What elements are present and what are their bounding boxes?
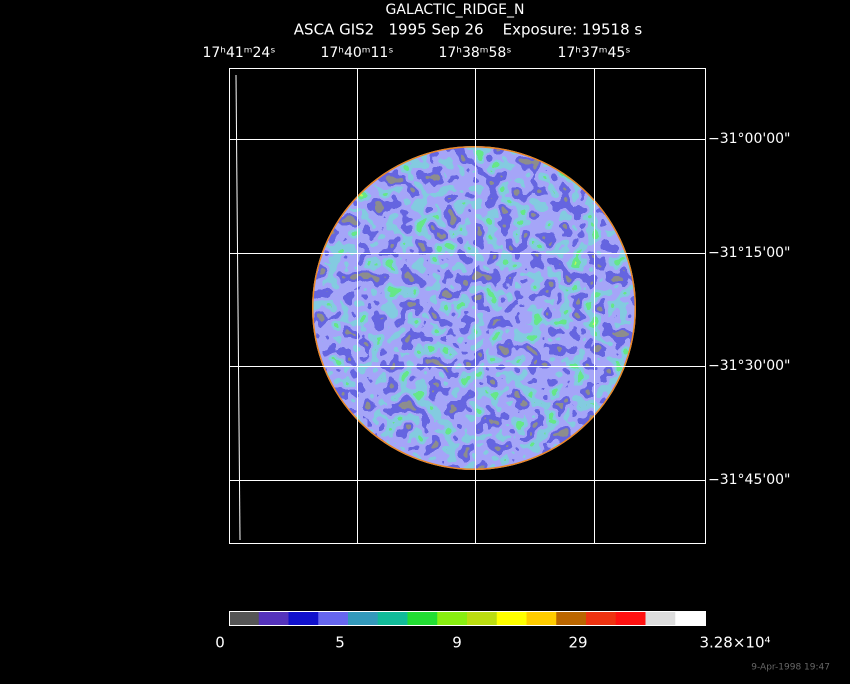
colorbar-swatch [496, 611, 527, 625]
colorbar-swatch [258, 611, 289, 625]
dec-label: −31°15'00" [708, 245, 790, 261]
title: GALACTIC_RIDGE_N [386, 2, 525, 18]
ra-label: 17ʰ41ᵐ24ˢ [202, 45, 275, 61]
colorbar-label: 29 [568, 634, 587, 652]
xray-image [312, 146, 636, 470]
colorbar-swatch [377, 611, 408, 625]
dec-label: −31°30'00" [708, 358, 790, 374]
colorbar-label: 5 [335, 634, 345, 652]
colorbar-label: 9 [452, 634, 462, 652]
colorbar-swatch [526, 611, 557, 625]
colorbar-swatch [556, 611, 587, 625]
colorbar-swatch [586, 611, 617, 625]
ra-label: 17ʰ37ᵐ45ˢ [557, 45, 630, 61]
colorbar-label: 0 [215, 634, 225, 652]
colorbar-swatch [675, 611, 706, 625]
ra-label: 17ʰ38ᵐ58ˢ [438, 45, 511, 61]
subtitle: ASCA GIS2 1995 Sep 26 Exposure: 19518 s [294, 21, 643, 39]
coordinate-grid [229, 68, 706, 544]
colorbar-swatch [318, 611, 349, 625]
colorbar-swatch [437, 611, 468, 625]
dec-label: −31°00'00" [708, 131, 790, 147]
colorbar-label: 3.28×10⁴ [699, 634, 770, 652]
colorbar-frame [229, 611, 706, 626]
colorbar-swatch [288, 611, 319, 625]
colorbar-swatch [467, 611, 498, 625]
colorbar-swatch [645, 611, 676, 625]
colorbar-swatch [407, 611, 438, 625]
colorbar-swatch [348, 611, 379, 625]
colorbar-swatch [229, 611, 260, 625]
timestamp: 9-Apr-1998 19:47 [751, 663, 830, 673]
colorbar-swatch [615, 611, 646, 625]
dec-label: −31°45'00" [708, 472, 790, 488]
ra-label: 17ʰ40ᵐ11ˢ [320, 45, 393, 61]
